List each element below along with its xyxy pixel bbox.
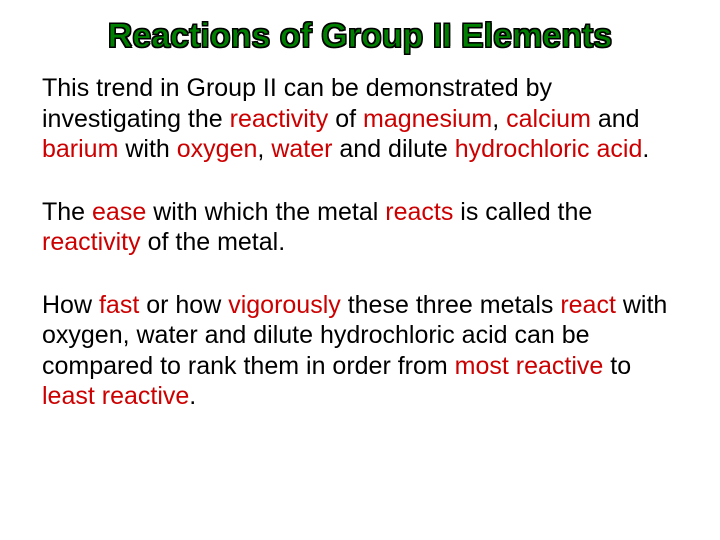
keyword-most-reactive: most reactive [455, 352, 604, 380]
text: , [492, 105, 506, 133]
text: these three metals [341, 291, 561, 319]
text: . [642, 135, 649, 163]
text: , [257, 135, 271, 163]
keyword-least-reactive: least reactive [42, 382, 189, 410]
keyword-oxygen: oxygen [177, 135, 258, 163]
paragraph-3: How fast or how vigorously these three m… [42, 290, 678, 412]
keyword-vigorously: vigorously [228, 291, 341, 319]
text: with which the metal [146, 198, 385, 226]
text: The [42, 198, 92, 226]
keyword-calcium: calcium [506, 105, 591, 133]
text: . [189, 382, 196, 410]
text: and [591, 105, 640, 133]
keyword-reactivity: reactivity [42, 228, 141, 256]
keyword-magnesium: magnesium [363, 105, 492, 133]
slide: Reactions of Group II Elements This tren… [0, 0, 720, 540]
keyword-water: water [271, 135, 332, 163]
keyword-ease: ease [92, 198, 146, 226]
keyword-react: react [560, 291, 616, 319]
keyword-barium: barium [42, 135, 118, 163]
text: and dilute [332, 135, 454, 163]
keyword-hydrochloric-acid: hydrochloric acid [455, 135, 643, 163]
paragraph-1: This trend in Group II can be demonstrat… [42, 73, 678, 165]
keyword-reactivity: reactivity [230, 105, 329, 133]
text: How [42, 291, 99, 319]
text: to [603, 352, 631, 380]
keyword-fast: fast [99, 291, 139, 319]
text: of the metal. [141, 228, 286, 256]
text: of [328, 105, 363, 133]
keyword-reacts: reacts [385, 198, 453, 226]
paragraph-2: The ease with which the metal reacts is … [42, 197, 678, 258]
slide-title: Reactions of Group II Elements [42, 18, 678, 55]
text: with [118, 135, 176, 163]
text: is called the [453, 198, 592, 226]
text: or how [139, 291, 228, 319]
